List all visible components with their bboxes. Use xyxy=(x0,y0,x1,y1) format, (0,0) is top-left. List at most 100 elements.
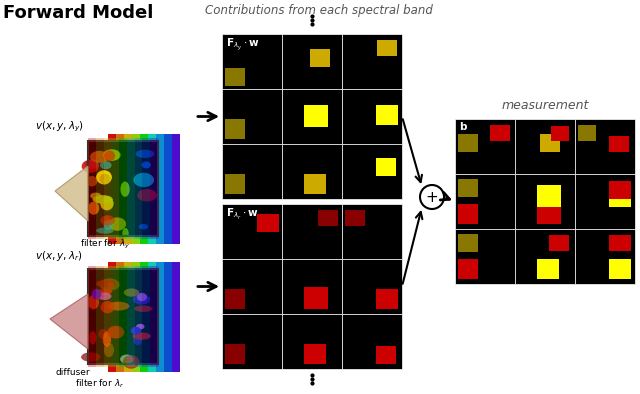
Bar xyxy=(222,204,282,259)
Text: Forward Model: Forward Model xyxy=(3,4,154,22)
Bar xyxy=(88,141,158,236)
Text: filter for $\lambda_r$: filter for $\lambda_r$ xyxy=(75,377,124,390)
Bar xyxy=(164,262,172,372)
Polygon shape xyxy=(50,294,88,349)
Bar xyxy=(225,174,245,194)
Bar xyxy=(88,266,96,367)
Bar xyxy=(455,119,635,284)
Bar xyxy=(342,314,402,369)
Bar xyxy=(537,202,561,224)
Bar xyxy=(515,119,575,174)
Bar xyxy=(225,68,245,86)
Bar xyxy=(458,234,478,252)
Bar xyxy=(318,210,338,226)
Ellipse shape xyxy=(133,294,150,305)
Bar xyxy=(304,105,328,127)
Ellipse shape xyxy=(132,333,151,340)
Bar xyxy=(345,210,365,226)
Bar xyxy=(150,266,158,367)
Bar xyxy=(222,259,282,314)
Bar xyxy=(304,344,326,364)
Bar xyxy=(376,346,396,364)
Ellipse shape xyxy=(108,302,129,310)
Ellipse shape xyxy=(100,197,113,210)
Bar xyxy=(225,119,245,139)
Ellipse shape xyxy=(88,295,99,309)
Text: Contributions from each spectral band: Contributions from each spectral band xyxy=(205,4,433,17)
Ellipse shape xyxy=(99,279,120,291)
Ellipse shape xyxy=(120,182,130,197)
Bar xyxy=(119,138,127,239)
Bar xyxy=(111,138,119,239)
Text: $\mathbf{F}_{\lambda_y} \cdot \mathbf{w}$: $\mathbf{F}_{\lambda_y} \cdot \mathbf{w}… xyxy=(226,37,260,53)
Bar xyxy=(222,34,402,199)
Text: $v(x,y,\lambda_r)$: $v(x,y,\lambda_r)$ xyxy=(35,249,83,263)
Bar xyxy=(575,229,635,284)
Ellipse shape xyxy=(108,282,114,289)
Ellipse shape xyxy=(133,333,142,346)
Bar xyxy=(148,262,156,372)
Ellipse shape xyxy=(92,289,101,299)
Bar xyxy=(156,262,164,372)
Ellipse shape xyxy=(86,176,97,186)
Ellipse shape xyxy=(85,160,99,169)
Bar xyxy=(282,259,342,314)
Bar xyxy=(282,144,342,199)
Bar xyxy=(132,134,140,244)
Text: +: + xyxy=(426,190,438,204)
Bar xyxy=(376,105,398,125)
Bar xyxy=(609,136,629,152)
Bar xyxy=(455,119,515,174)
Bar xyxy=(578,125,596,141)
Ellipse shape xyxy=(108,326,124,338)
Ellipse shape xyxy=(136,324,145,329)
Bar xyxy=(609,235,631,251)
Ellipse shape xyxy=(103,149,120,161)
Ellipse shape xyxy=(139,224,148,229)
Bar xyxy=(225,289,245,309)
Bar xyxy=(458,179,478,197)
Bar xyxy=(225,344,245,364)
Ellipse shape xyxy=(136,150,154,158)
Bar xyxy=(342,89,402,144)
Ellipse shape xyxy=(98,329,108,339)
Bar xyxy=(282,89,342,144)
Bar xyxy=(376,289,398,309)
Bar xyxy=(490,125,510,141)
Bar xyxy=(257,214,279,232)
Bar xyxy=(575,174,635,229)
Ellipse shape xyxy=(123,355,140,369)
Ellipse shape xyxy=(90,193,102,199)
Bar xyxy=(111,266,119,367)
Bar xyxy=(575,119,635,174)
Ellipse shape xyxy=(99,174,111,184)
Bar xyxy=(88,138,96,239)
Bar xyxy=(134,266,143,367)
Bar xyxy=(172,134,180,244)
Ellipse shape xyxy=(98,289,112,294)
Text: b: b xyxy=(459,122,467,132)
Bar xyxy=(455,174,515,229)
Text: measurement: measurement xyxy=(501,99,589,112)
Bar xyxy=(140,262,148,372)
Ellipse shape xyxy=(133,173,154,187)
Bar xyxy=(108,262,116,372)
Ellipse shape xyxy=(141,162,151,168)
Bar xyxy=(540,134,560,152)
Ellipse shape xyxy=(100,301,115,313)
Ellipse shape xyxy=(120,355,134,364)
Bar xyxy=(127,138,134,239)
Ellipse shape xyxy=(90,331,97,344)
Bar xyxy=(551,126,569,141)
Bar xyxy=(377,40,397,56)
Ellipse shape xyxy=(104,151,115,161)
Text: filter for $\lambda_y$: filter for $\lambda_y$ xyxy=(80,238,130,251)
Ellipse shape xyxy=(81,352,100,362)
Bar xyxy=(150,138,158,239)
Bar xyxy=(88,269,158,364)
Bar xyxy=(458,259,478,279)
Bar xyxy=(455,229,515,284)
Ellipse shape xyxy=(124,288,139,297)
Bar xyxy=(104,138,111,239)
Bar xyxy=(156,134,164,244)
